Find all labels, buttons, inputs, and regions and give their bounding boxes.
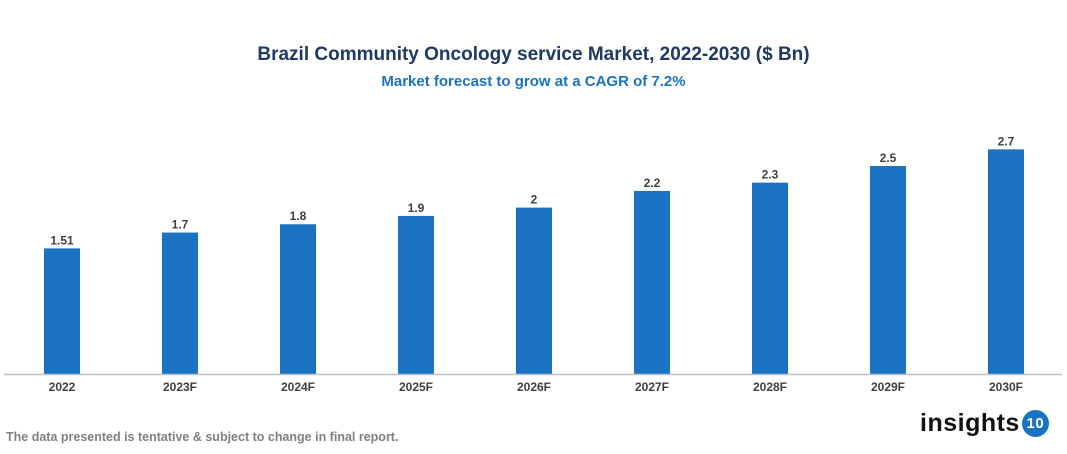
data-label: 1.9 [408, 201, 425, 215]
bar [516, 207, 552, 374]
bar [752, 182, 788, 374]
data-label: 2.7 [998, 134, 1015, 148]
data-label: 2.2 [644, 176, 661, 190]
x-tick-label: 2022 [49, 380, 76, 394]
x-tick-label: 2025F [399, 380, 433, 394]
data-label: 2.3 [762, 168, 779, 182]
logo-text: insights [920, 409, 1020, 437]
data-label: 2 [531, 193, 538, 207]
x-tick-label: 2030F [989, 380, 1023, 394]
insights10-logo: insights 10 [920, 409, 1049, 438]
bar [162, 232, 198, 374]
x-tick-label: 2024F [281, 380, 315, 394]
bar [44, 248, 80, 374]
bar [280, 224, 316, 374]
disclaimer: The data presented is tentative & subjec… [6, 430, 399, 444]
data-label: 1.7 [172, 218, 189, 232]
x-tick-label: 2026F [517, 380, 551, 394]
chart-subtitle: Market forecast to grow at a CAGR of 7.2… [381, 73, 686, 90]
data-label: 1.8 [290, 209, 307, 223]
x-tick-label: 2029F [871, 380, 905, 394]
bar [988, 149, 1024, 374]
bar [398, 215, 434, 374]
x-tick-label: 2028F [753, 380, 787, 394]
bar [634, 190, 670, 374]
x-tick-label: 2023F [163, 380, 197, 394]
x-tick-label: 2027F [635, 380, 669, 394]
data-label: 2.5 [880, 151, 897, 165]
chart-title: Brazil Community Oncology service Market… [257, 44, 810, 65]
logo-badge: 10 [1021, 410, 1049, 437]
data-label: 1.51 [50, 233, 74, 247]
bar [870, 166, 906, 374]
